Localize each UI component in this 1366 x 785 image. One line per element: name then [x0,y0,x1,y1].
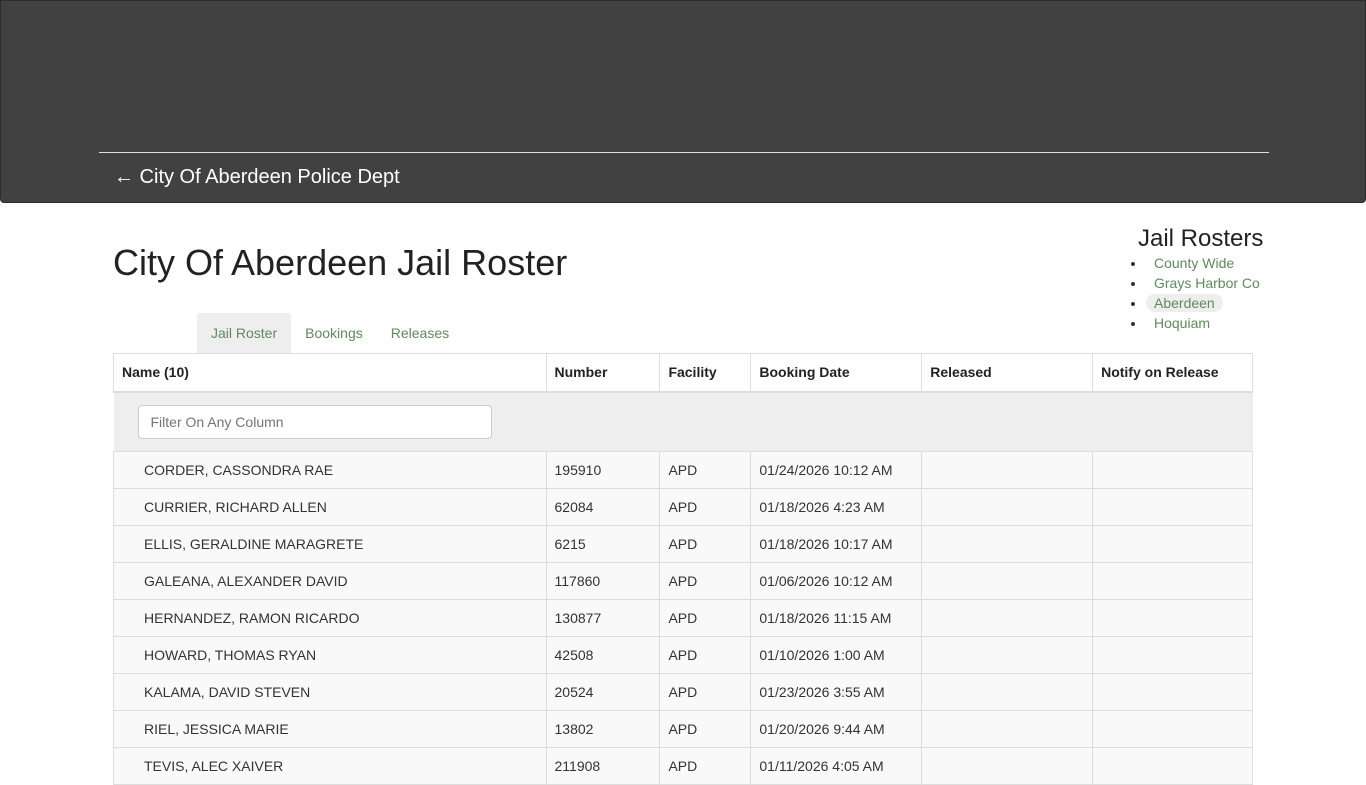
roster-tabs: Jail Roster Bookings Releases [197,313,463,353]
cell-notify[interactable] [1092,636,1253,674]
column-header-number[interactable]: Number [545,353,661,393]
cell-number: 130877 [545,599,661,637]
sidebar-item-hoquiam[interactable]: Hoquiam [1146,313,1268,333]
table-row[interactable]: CORDER, CASSONDRA RAE 195910 APD 01/24/2026… [113,451,1253,489]
cell-notify[interactable] [1092,451,1253,489]
table-row[interactable]: CURRIER, RICHARD ALLEN 62084 APD 01/18/2026… [113,488,1253,526]
column-header-booking-date[interactable]: Booking Date [750,353,923,393]
cell-notify[interactable] [1092,673,1253,711]
filter-input[interactable] [137,404,492,439]
cell-number: 62084 [545,488,661,526]
cell-notify[interactable] [1092,488,1253,526]
sidebar-link[interactable]: County Wide [1154,255,1235,271]
sidebar-title: Jail Rosters [1138,225,1264,252]
cell-released [921,525,1094,563]
cell-released [921,747,1094,785]
cell-number: 13802 [545,710,661,748]
cell-name: KALAMA, DAVID STEVEN [113,673,547,711]
jail-rosters-sidebar: Jail Rosters County Wide Grays Harbor Co… [1130,225,1268,333]
cell-name: RIEL, JESSICA MARIE [113,710,547,748]
roster-table: Name (10) Number Facility Booking Date R… [113,353,1253,785]
cell-name: CURRIER, RICHARD ALLEN [113,488,547,526]
cell-facility: APD [659,451,752,489]
header-divider [99,152,1269,153]
cell-facility: APD [659,562,752,600]
cell-number: 117860 [545,562,661,600]
cell-name: GALEANA, ALEXANDER DAVID [113,562,547,600]
cell-facility: APD [659,488,752,526]
cell-booking-date: 01/18/2026 10:17 AM [750,525,923,563]
cell-facility: APD [659,525,752,563]
cell-released [921,710,1094,748]
column-header-name[interactable]: Name (10) [113,353,547,393]
cell-booking-date: 01/11/2026 4:05 AM [750,747,923,785]
cell-notify[interactable] [1092,562,1253,600]
sidebar-item-aberdeen[interactable]: Aberdeen [1146,293,1268,313]
table-row[interactable]: KALAMA, DAVID STEVEN 20524 APD 01/23/2026 3… [113,673,1253,711]
cell-booking-date: 01/24/2026 10:12 AM [750,451,923,489]
cell-name: ELLIS, GERALDINE MARAGRETE [113,525,547,563]
cell-notify[interactable] [1092,599,1253,637]
table-row[interactable]: ELLIS, GERALDINE MARAGRETE 6215 APD 01/18/2… [113,525,1253,563]
cell-booking-date: 01/10/2026 1:00 AM [750,636,923,674]
cell-released [921,562,1094,600]
sidebar-link[interactable]: Grays Harbor Co [1154,275,1260,291]
cell-released [921,451,1094,489]
cell-notify[interactable] [1092,747,1253,785]
cell-facility: APD [659,599,752,637]
cell-notify[interactable] [1092,710,1253,748]
cell-released [921,488,1094,526]
cell-booking-date: 01/06/2026 10:12 AM [750,562,923,600]
cell-facility: APD [659,747,752,785]
back-link[interactable]: ← City Of Aberdeen Police Dept [114,166,400,188]
cell-facility: APD [659,636,752,674]
column-header-facility[interactable]: Facility [659,353,752,393]
table-row[interactable]: RIEL, JESSICA MARIE 13802 APD 01/20/2026 9:… [113,710,1253,748]
cell-booking-date: 01/18/2026 11:15 AM [750,599,923,637]
cell-released [921,636,1094,674]
tab-releases[interactable]: Releases [390,325,450,341]
cell-number: 42508 [545,636,661,674]
cell-facility: APD [659,710,752,748]
cell-number: 20524 [545,673,661,711]
table-row[interactable]: HOWARD, THOMAS RYAN 42508 APD 01/10/2026 1:… [113,636,1253,674]
tab-bookings[interactable]: Bookings [305,325,363,341]
cell-booking-date: 01/20/2026 9:44 AM [750,710,923,748]
tab-jail-roster[interactable]: Jail Roster [197,313,292,353]
column-header-notify[interactable]: Notify on Release [1092,353,1253,393]
cell-number: 6215 [545,525,661,563]
cell-name: TEVIS, ALEC XAIVER [113,747,547,785]
cell-number: 195910 [545,451,661,489]
cell-facility: APD [659,673,752,711]
cell-booking-date: 01/18/2026 4:23 AM [750,488,923,526]
table-row[interactable]: HERNANDEZ, RAMON RICARDO 130877 APD 01/18/2… [113,599,1253,637]
sidebar-item-grays-harbor[interactable]: Grays Harbor Co [1146,273,1268,293]
sidebar-item-county-wide[interactable]: County Wide [1146,253,1268,273]
cell-name: HERNANDEZ, RAMON RICARDO [113,599,547,637]
table-row[interactable]: TEVIS, ALEC XAIVER 211908 APD 01/11/2026 4:… [113,747,1253,785]
cell-number: 211908 [545,747,661,785]
cell-notify[interactable] [1092,525,1253,563]
cell-released [921,673,1094,711]
cell-name: CORDER, CASSONDRA RAE [113,451,547,489]
page-title: City Of Aberdeen Jail Roster [113,242,568,283]
table-row[interactable]: GALEANA, ALEXANDER DAVID 117860 APD 01/06/2… [113,562,1253,600]
top-header: ← City Of Aberdeen Police Dept [0,0,1366,203]
cell-released [921,599,1094,637]
cell-booking-date: 01/23/2026 3:55 AM [750,673,923,711]
cell-name: HOWARD, THOMAS RYAN [113,636,547,674]
sidebar-link[interactable]: Hoquiam [1154,315,1211,331]
column-header-released[interactable]: Released [921,353,1094,393]
sidebar-link[interactable]: Aberdeen [1146,294,1223,312]
